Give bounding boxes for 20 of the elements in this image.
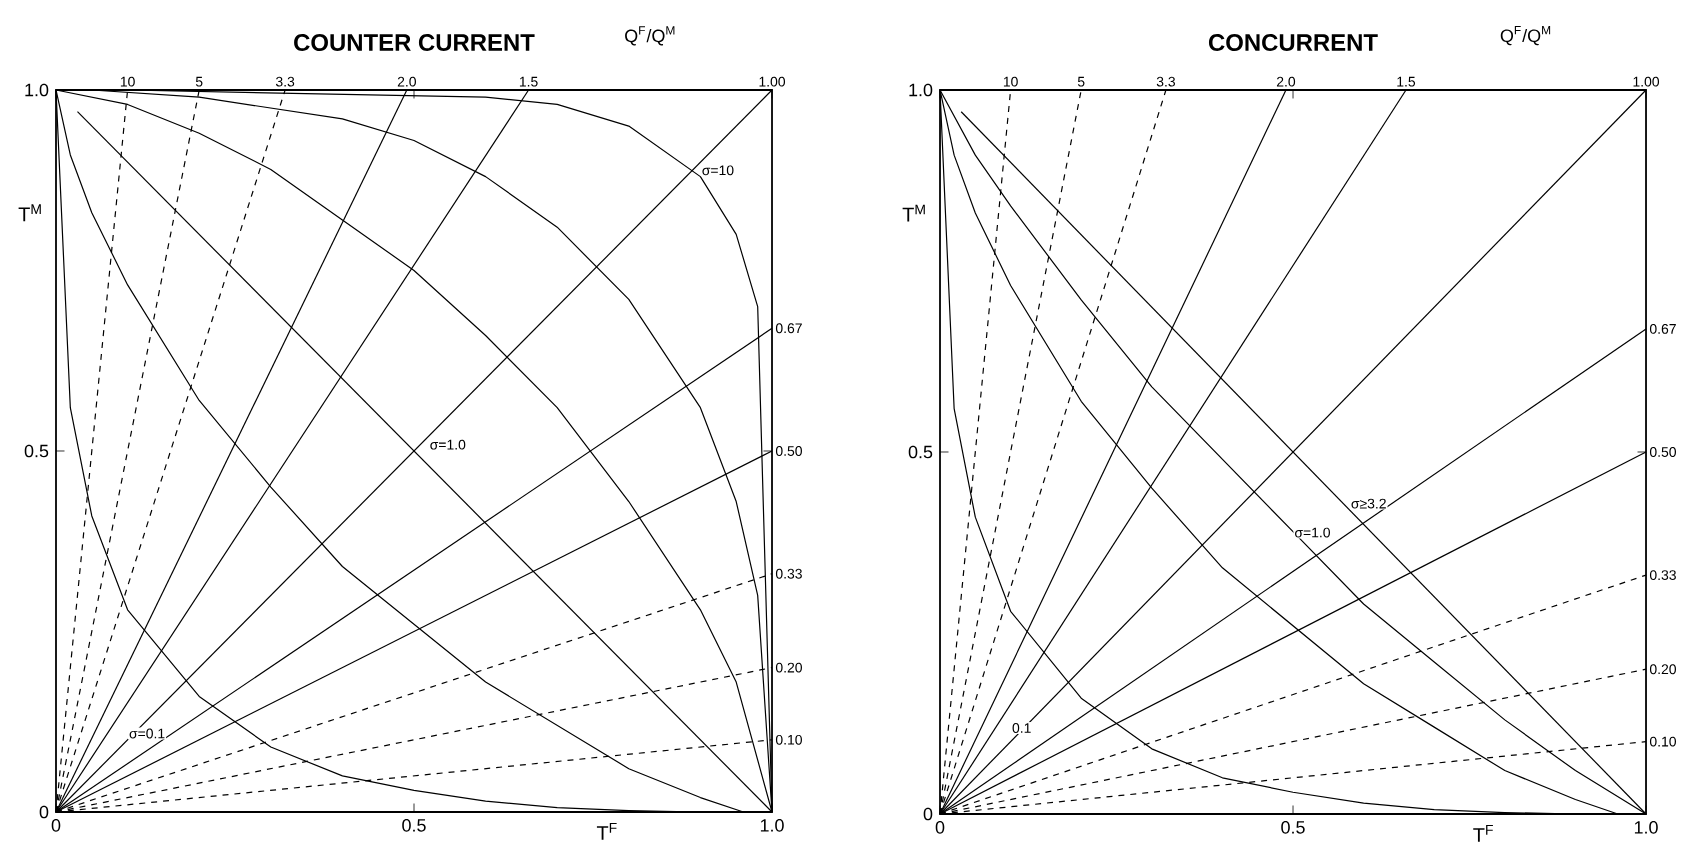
x-tick-label: 0 — [935, 821, 945, 834]
x-axis-title: T$^{F}$ — [596, 823, 617, 840]
y-tick-label: 1.0 — [25, 83, 49, 97]
chart-title: COUNTER CURRENT — [294, 34, 535, 51]
y-axis-title: T$^{M}$ — [18, 204, 41, 222]
text: Q$^{F}$/Q$^{M}$ — [625, 26, 675, 46]
text: Q$^{F}$/Q$^{M}$ — [1500, 26, 1551, 46]
x-tick-label: 0.5 — [402, 819, 426, 832]
chart-title: CONCURRENT — [1208, 34, 1378, 51]
y-tick-label: 1.0 — [909, 83, 933, 97]
y-tick-label: 0 — [39, 805, 49, 819]
y-tick-label: 0.5 — [24, 444, 49, 458]
y-axis-title: T$^{M}$ — [902, 204, 925, 222]
y-tick-label: 0.5 — [908, 445, 933, 459]
x-tick-label: 1.0 — [760, 819, 784, 832]
x-axis-title: T$^{F}$ — [1473, 825, 1493, 842]
x-tick-label: 0.5 — [1281, 821, 1305, 834]
x-tick-label: 1.0 — [1634, 821, 1658, 834]
y-tick-label: 0 — [923, 807, 933, 821]
x-tick-label: 0 — [51, 819, 61, 832]
